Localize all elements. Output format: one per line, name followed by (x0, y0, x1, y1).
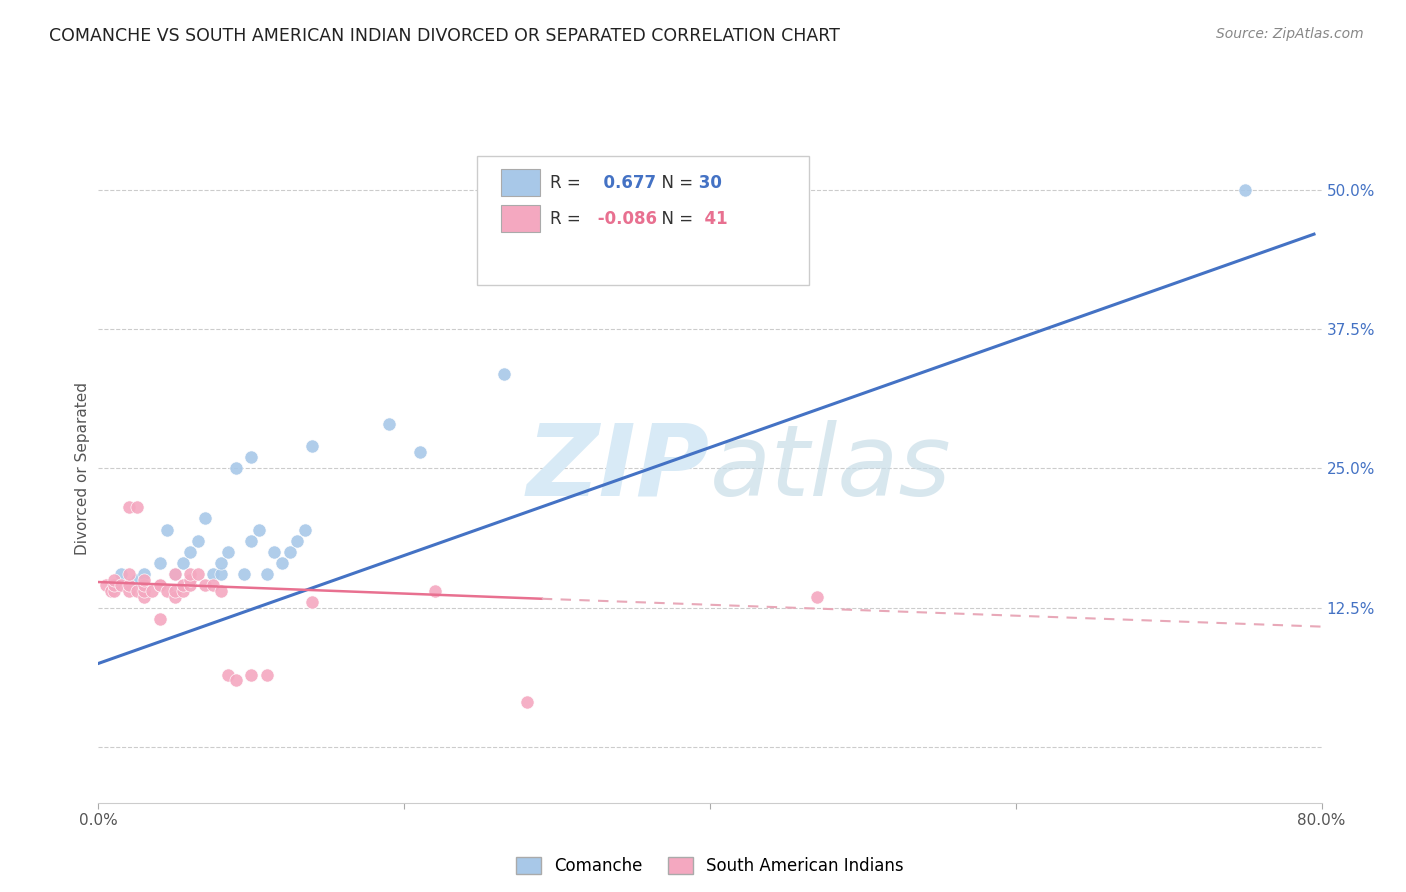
Point (408, 444, 430, 458)
Point (806, 590, 828, 604)
Point (240, 667, 263, 681)
Point (240, 533, 263, 548)
Point (270, 556, 292, 570)
Point (301, 439, 323, 453)
Point (256, 567, 278, 582)
Point (110, 567, 132, 582)
Text: R =: R = (550, 210, 581, 227)
Point (94, 578, 117, 592)
Point (179, 573, 201, 587)
Point (285, 533, 308, 548)
Point (187, 533, 209, 548)
Point (263, 545, 285, 559)
Point (163, 567, 186, 582)
Point (163, 567, 186, 582)
Text: N =: N = (651, 210, 693, 227)
Point (149, 578, 172, 592)
Point (179, 567, 201, 582)
Point (217, 545, 239, 559)
Point (163, 590, 186, 604)
Point (110, 578, 132, 592)
Text: 30: 30 (693, 174, 723, 192)
Point (179, 578, 201, 592)
Point (134, 567, 156, 582)
Point (125, 584, 148, 599)
Point (125, 573, 148, 587)
Point (149, 578, 172, 592)
Point (172, 584, 194, 599)
Point (225, 461, 247, 475)
Point (100, 584, 122, 599)
Legend: Comanche, South American Indians: Comanche, South American Indians (509, 850, 911, 881)
Point (202, 567, 225, 582)
Point (103, 573, 125, 587)
Point (217, 667, 239, 681)
Text: 0.677: 0.677 (592, 174, 657, 192)
Point (118, 567, 141, 582)
Text: -0.086: -0.086 (592, 210, 657, 227)
Point (156, 523, 179, 537)
Point (125, 500, 148, 515)
Point (179, 545, 201, 559)
Point (225, 673, 247, 688)
Point (232, 567, 254, 582)
Text: 41: 41 (693, 210, 728, 227)
Y-axis label: Divorced or Separated: Divorced or Separated (75, 382, 90, 555)
Point (141, 584, 163, 599)
Point (149, 556, 172, 570)
Point (172, 556, 194, 570)
Point (209, 584, 232, 599)
Point (118, 500, 141, 515)
Point (194, 578, 217, 592)
Point (156, 584, 179, 599)
Text: ZIP: ZIP (527, 420, 710, 516)
Point (256, 667, 278, 681)
Point (301, 595, 323, 609)
Text: R =: R = (550, 174, 581, 192)
Point (202, 578, 225, 592)
Text: COMANCHE VS SOUTH AMERICAN INDIAN DIVORCED OR SEPARATED CORRELATION CHART: COMANCHE VS SOUTH AMERICAN INDIAN DIVORC… (49, 27, 841, 45)
Point (240, 450, 263, 465)
Point (134, 584, 156, 599)
Point (118, 578, 141, 592)
Point (209, 567, 232, 582)
Point (149, 612, 172, 626)
Point (516, 696, 538, 710)
Point (103, 584, 125, 599)
Point (187, 567, 209, 582)
Point (1234, 183, 1257, 197)
Point (492, 367, 515, 381)
Point (134, 573, 156, 587)
Point (103, 578, 125, 592)
Point (278, 545, 301, 559)
Point (294, 523, 316, 537)
Point (247, 523, 270, 537)
Point (423, 584, 446, 599)
Point (172, 578, 194, 592)
Text: atlas: atlas (710, 420, 952, 516)
Text: Source: ZipAtlas.com: Source: ZipAtlas.com (1216, 27, 1364, 41)
Point (194, 511, 217, 525)
Point (134, 590, 156, 604)
Point (209, 556, 232, 570)
Point (378, 417, 401, 431)
Point (163, 584, 186, 599)
Point (134, 578, 156, 592)
Text: N =: N = (651, 174, 693, 192)
Point (118, 584, 141, 599)
